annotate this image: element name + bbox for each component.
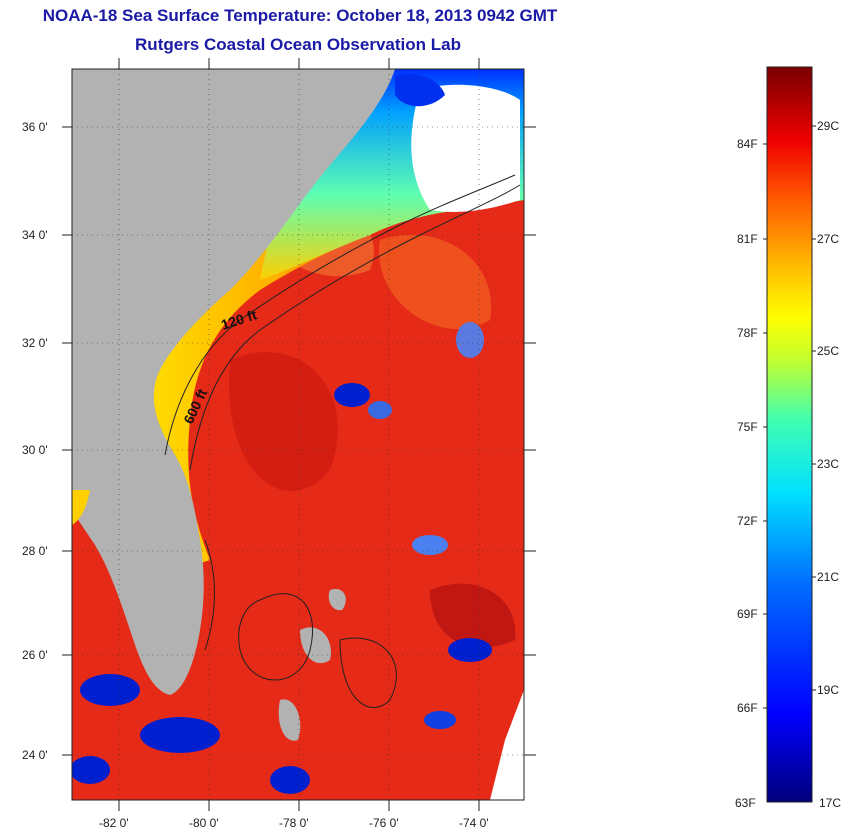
lon-label-82: -82 0' xyxy=(99,816,129,830)
colorbar-label-84f: 84F xyxy=(737,137,758,151)
land-bahamas xyxy=(328,589,346,611)
cloud-patch xyxy=(140,717,220,753)
lon-label-78: -78 0' xyxy=(279,816,309,830)
colorbar-label-75f: 75F xyxy=(737,420,758,434)
colorbar-label-25c: 25C xyxy=(817,344,839,358)
colorbar-label-21c: 21C xyxy=(817,570,839,584)
sst-map-area: 120 ft 600 ft xyxy=(72,69,524,800)
lat-label-30: 30 0' xyxy=(22,443,48,457)
gulf-coastal-water xyxy=(72,490,90,525)
land-bahamas xyxy=(300,627,331,664)
lat-label-28: 28 0' xyxy=(22,544,48,558)
cloud-patch xyxy=(334,383,370,407)
cloud-patch xyxy=(456,322,484,358)
colorbar-label-72f: 72F xyxy=(737,514,758,528)
colorbar-label-29c: 29C xyxy=(817,119,839,133)
colorbar-label-81f: 81F xyxy=(737,232,758,246)
cloud-patch xyxy=(424,711,456,729)
lat-label-32: 32 0' xyxy=(22,336,48,350)
lat-label-34: 34 0' xyxy=(22,228,48,242)
cloud-patch xyxy=(270,766,310,794)
lat-label-26: 26 0' xyxy=(22,648,48,662)
colorbar-label-23c: 23C xyxy=(817,457,839,471)
colorbar-label-69f: 69F xyxy=(737,607,758,621)
cloud-patch xyxy=(412,535,448,555)
map-title: NOAA-18 Sea Surface Temperature: October… xyxy=(42,6,558,25)
cloud-cover xyxy=(411,84,520,212)
colorbar-label-63f: 63F xyxy=(735,796,756,810)
land-southeast-us xyxy=(72,69,395,695)
cloud-patch xyxy=(80,674,140,706)
land-bahamas xyxy=(278,699,301,741)
no-data-area xyxy=(490,690,524,800)
cloud-patch xyxy=(368,401,392,419)
colorbar-label-27c: 27C xyxy=(817,232,839,246)
lon-label-80: -80 0' xyxy=(189,816,219,830)
temperature-colorbar xyxy=(766,66,813,803)
colorbar-label-17c: 17C xyxy=(819,796,841,810)
isobath-120ft xyxy=(164,174,516,456)
colorbar-ticks xyxy=(763,125,816,709)
warm-patch xyxy=(379,234,492,329)
lat-label-36: 36 0' xyxy=(22,120,48,134)
colorbar-label-19c: 19C xyxy=(817,683,839,697)
bahamas-contours xyxy=(204,539,397,708)
cloud-edge xyxy=(395,73,445,107)
cloud-patch xyxy=(72,756,110,784)
lon-label-74: -74 0' xyxy=(459,816,489,830)
isobath-600ft xyxy=(189,184,521,471)
warm-eddy xyxy=(430,583,516,648)
colorbar-label-66f: 66F xyxy=(737,701,758,715)
map-subtitle: Rutgers Coastal Ocean Observation Lab xyxy=(135,35,461,54)
map-ticks xyxy=(62,58,536,811)
map-gridlines xyxy=(72,69,524,800)
cloud-patch xyxy=(448,638,492,662)
map-frame xyxy=(71,68,525,801)
lon-label-76: -76 0' xyxy=(369,816,399,830)
warm-eddy xyxy=(229,352,338,492)
lat-label-24: 24 0' xyxy=(22,748,48,762)
colorbar-label-78f: 78F xyxy=(737,326,758,340)
